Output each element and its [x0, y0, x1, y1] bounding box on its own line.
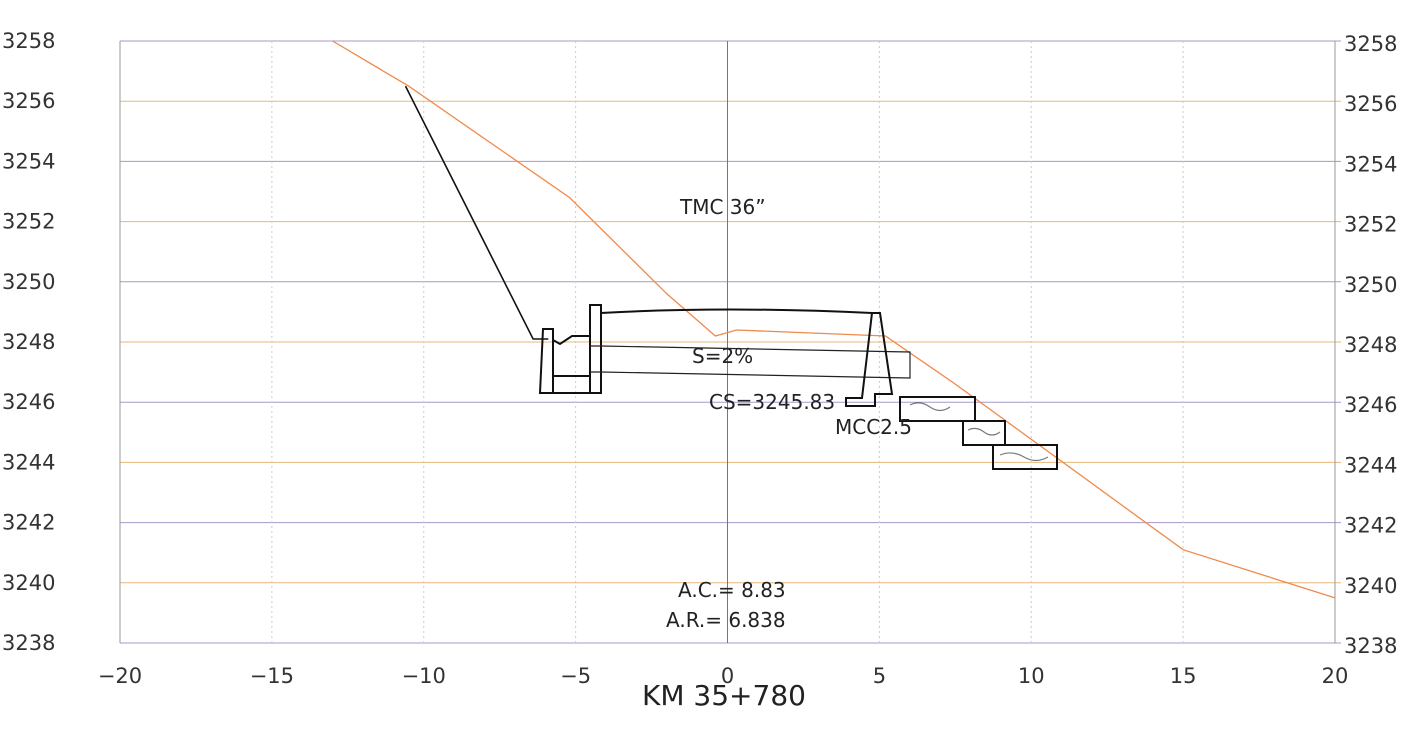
gabion-3 — [992, 444, 1058, 470]
y-tick-label-right: 3248 — [1344, 333, 1397, 357]
y-tick-label-right: 3254 — [1344, 152, 1397, 176]
left-curb — [589, 304, 602, 394]
y-tick-label-right: 3258 — [1344, 32, 1397, 56]
grid — [119, 40, 1341, 644]
slope-label: S=2% — [692, 344, 753, 368]
profile-line-1 — [332, 40, 1336, 599]
left-gutter — [553, 375, 591, 394]
x-tick-label: 15 — [1170, 664, 1197, 688]
y-tick-label: 3242 — [2, 511, 55, 535]
ar-label: A.R.= 6.838 — [666, 608, 786, 632]
y-tick-label-right: 3238 — [1344, 634, 1397, 658]
y-tick-label: 3248 — [2, 330, 55, 354]
pavement-top — [600, 345, 911, 379]
y-tick-label: 3244 — [2, 450, 55, 474]
y-tick-label: 3256 — [2, 89, 55, 113]
ac-label: A.C.= 8.83 — [678, 578, 786, 602]
profile-line-2 — [404, 85, 549, 340]
road-section — [538, 304, 1058, 470]
ditch-slope — [552, 335, 590, 346]
x-tick-label: −15 — [250, 664, 294, 688]
y-tick-label: 3258 — [2, 29, 55, 53]
right-curb — [845, 312, 894, 407]
x-tick-label: 10 — [1018, 664, 1045, 688]
y-tick-label: 3246 — [2, 390, 55, 414]
x-tick-label: 20 — [1322, 664, 1349, 688]
station-label: KM 35+780 — [642, 679, 806, 712]
y-tick-label: 3252 — [2, 210, 55, 234]
y-tick-label-right: 3256 — [1344, 92, 1397, 116]
y-tick-label: 3250 — [2, 270, 55, 294]
gabion-texture — [909, 402, 1049, 462]
mcc-label: MCC2.5 — [835, 415, 912, 439]
y-tick-label-right: 3242 — [1344, 514, 1397, 538]
y-tick-label-right: 3250 — [1344, 273, 1397, 297]
x-axis: −20 −15 −10 −5 0 5 10 15 20 — [98, 664, 1349, 688]
y-tick-label-right: 3252 — [1344, 213, 1397, 237]
gabion-2 — [962, 420, 1006, 446]
road-crown — [600, 308, 873, 314]
pavement-base — [590, 345, 601, 373]
y-tick-label: 3254 — [2, 149, 55, 173]
tmc-label: TMC 36” — [679, 195, 766, 219]
y-tick-label: 3240 — [2, 571, 55, 595]
x-tick-label: 5 — [873, 664, 886, 688]
y-tick-label-right: 3246 — [1344, 393, 1397, 417]
y-tick-label: 3238 — [2, 631, 55, 655]
x-tick-label: −20 — [98, 664, 142, 688]
x-tick-label: 0 — [721, 664, 734, 688]
x-tick-label: −10 — [402, 664, 446, 688]
y-tick-label-right: 3244 — [1344, 453, 1397, 477]
cs-label: CS=3245.83 — [709, 390, 835, 414]
ground-profiles — [332, 40, 1336, 599]
y-axis-right: 3258 3256 3254 3252 3250 3248 3246 3244 3242 3240… — [1344, 32, 1397, 658]
y-axis-left: 3258 3256 3254 3252 3250 3248 3246 3244 3242 3240… — [2, 29, 55, 655]
y-tick-label-right: 3240 — [1344, 574, 1397, 598]
x-tick-label: −5 — [560, 664, 591, 688]
gabion-1 — [899, 396, 976, 422]
